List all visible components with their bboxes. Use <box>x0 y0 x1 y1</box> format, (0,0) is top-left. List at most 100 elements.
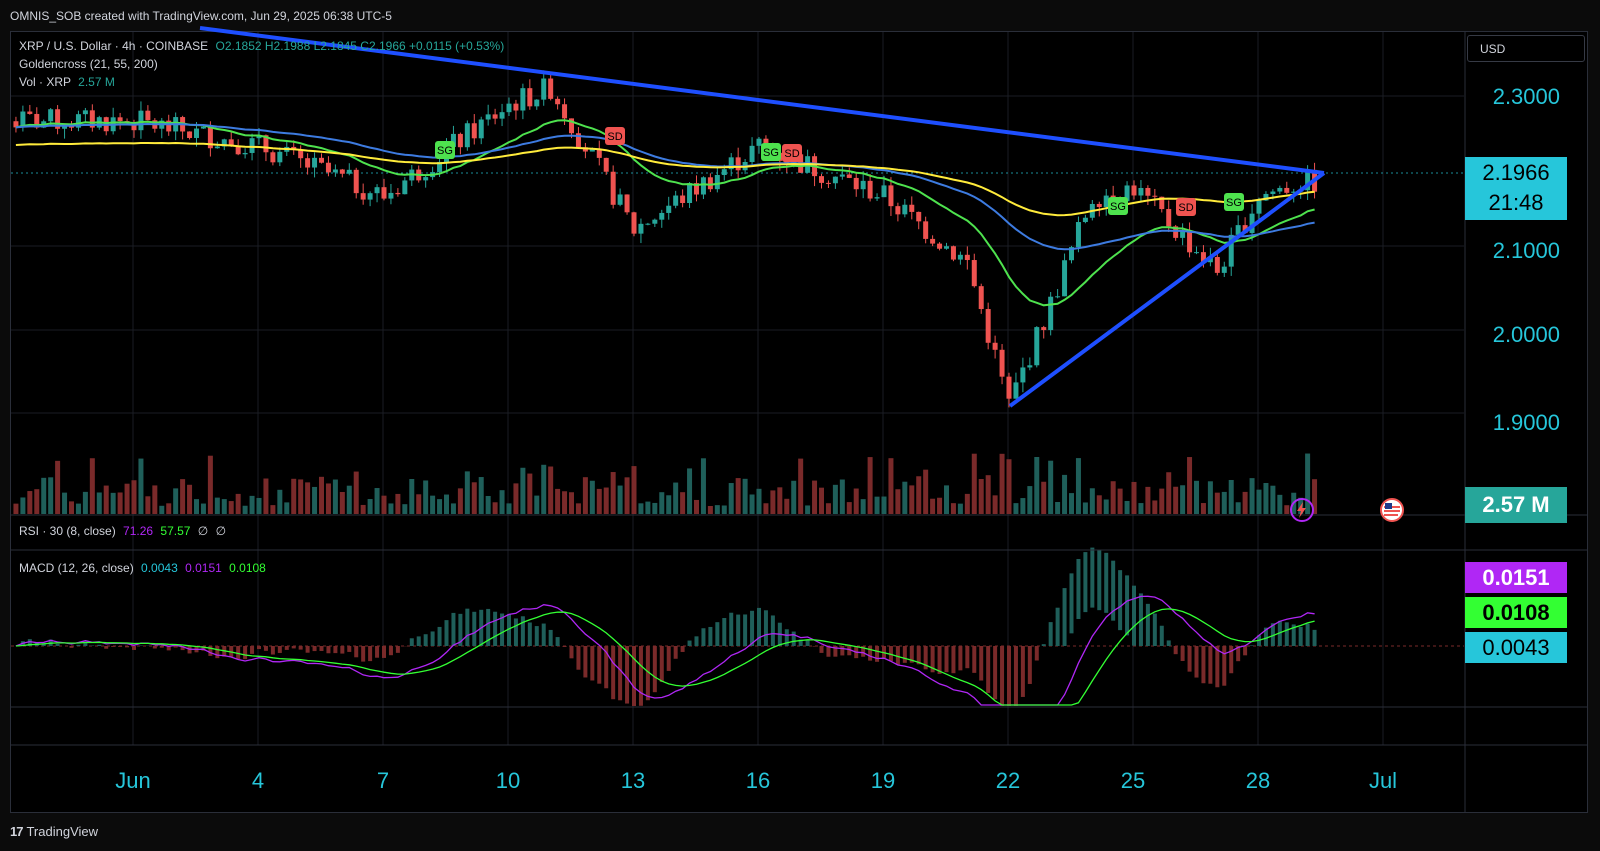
macd-hist-bar <box>1270 623 1275 646</box>
volume-tag: 2.57 M <box>1465 487 1567 523</box>
volume-bar <box>631 466 637 514</box>
candle-body <box>325 162 331 173</box>
candle-body <box>214 146 220 149</box>
macd-hist-bar <box>493 611 498 646</box>
current-price-value: 2.1966 <box>1482 160 1550 185</box>
candle-body <box>1013 382 1019 399</box>
volume-bar <box>1312 479 1318 514</box>
candle-body <box>263 135 269 153</box>
rsi-legend[interactable]: RSI · 30 (8, close) 71.26 57.57 ∅ ∅ <box>19 524 226 538</box>
volume-bar <box>291 478 297 514</box>
candle-body <box>1305 169 1311 191</box>
candle-body <box>242 152 248 155</box>
candle-body <box>437 161 443 173</box>
volume-bar <box>1138 503 1144 514</box>
goldencross-legend[interactable]: Goldencross (21, 55, 200) <box>19 57 158 71</box>
candle-body <box>638 223 644 234</box>
macd-hist-bar <box>159 646 164 648</box>
volume-bar <box>1055 501 1061 514</box>
candle-body <box>277 151 283 163</box>
candle-body <box>1145 187 1151 196</box>
macd-hist-bar <box>458 613 463 646</box>
macd-hist-bar <box>847 646 852 656</box>
volume-bar <box>853 488 859 514</box>
volume-bar <box>131 480 137 514</box>
candle-body <box>34 113 40 128</box>
macd-hist-bar <box>1097 550 1102 611</box>
volume-bar <box>103 485 109 514</box>
macd-hist-bar <box>152 646 157 649</box>
volume-bar <box>1082 502 1088 514</box>
macd-hist-bar <box>486 608 491 646</box>
volume-bar <box>207 455 213 514</box>
macd-hist-bar <box>604 646 609 689</box>
candle-body <box>666 205 672 213</box>
volume-bars <box>13 453 1318 514</box>
lightning-icon[interactable] <box>1288 496 1316 524</box>
macd-hist-bar <box>27 639 32 646</box>
macd-hist-bar <box>270 646 275 655</box>
tradingview-logo[interactable]: 17 TradingView <box>10 824 98 839</box>
macd-hist-bar <box>69 646 74 648</box>
macd-hist-bar <box>326 646 331 654</box>
rsi-value-2: 57.57 <box>160 524 191 538</box>
macd-hist-bar <box>1090 547 1095 608</box>
macd-hist-bar <box>201 646 206 651</box>
currency-selector[interactable]: USD <box>1467 35 1585 62</box>
volume-bar <box>319 476 324 514</box>
macd-hist-bar <box>694 636 699 646</box>
candle-body <box>1214 257 1220 273</box>
us-flag-icon[interactable] <box>1379 497 1405 523</box>
macd-hist-bar <box>284 646 289 650</box>
macd-hist-bar <box>979 646 984 681</box>
macd-hist-bar <box>465 608 470 646</box>
candle-body <box>1277 187 1283 192</box>
rsi-value-1: 71.26 <box>123 524 154 538</box>
volume-bar <box>256 497 262 514</box>
macd-hist-bar <box>583 646 588 678</box>
volume-bar <box>645 501 651 514</box>
volume-bar <box>1131 481 1137 514</box>
macd-hist-bar <box>680 646 685 652</box>
macd-hist-bar <box>861 646 866 657</box>
volume-bar <box>930 498 936 514</box>
volume-bar <box>221 499 227 514</box>
macd-hist-bar <box>1069 573 1074 634</box>
macd-hist-bar <box>1187 646 1192 672</box>
volume-bar <box>117 492 123 514</box>
signal-label: SD <box>784 148 799 160</box>
macd-hist-bar <box>368 646 373 662</box>
volume-bar <box>784 498 790 514</box>
macd-hist-bar <box>1173 646 1178 655</box>
volume-bar <box>964 493 970 514</box>
volume-bar <box>978 479 984 514</box>
macd-hist-bar <box>757 607 761 646</box>
volume-bar <box>895 489 901 514</box>
candle-body <box>1270 191 1276 194</box>
volume-legend[interactable]: Vol · XRP 2.57 M <box>19 75 115 89</box>
macd-hist-bar <box>965 646 970 669</box>
candle-body <box>423 177 429 181</box>
candle-body <box>728 157 734 170</box>
candle-body <box>319 157 324 163</box>
macd-hist-bar <box>645 646 650 701</box>
candle-body <box>367 193 373 200</box>
symbol-legend[interactable]: XRP / U.S. Dollar · 4h · COINBASE O2.185… <box>19 39 504 53</box>
volume-bar <box>82 491 88 514</box>
candle-body <box>506 103 512 113</box>
volume-bar <box>485 495 491 514</box>
volume-bar <box>812 480 818 514</box>
macd-hist-bar <box>180 646 185 651</box>
macd-hist-bar <box>1194 646 1199 678</box>
volume-bar <box>62 492 68 514</box>
macd-hist-bar <box>1041 644 1046 646</box>
volume-bar <box>13 503 19 514</box>
volume-bar <box>75 503 81 514</box>
macd-legend[interactable]: MACD (12, 26, close) 0.0043 0.0151 0.010… <box>19 561 266 575</box>
volume-bar <box>346 485 352 514</box>
macd-hist-bar <box>625 646 630 704</box>
candle-body <box>652 219 658 224</box>
candle-body <box>131 122 137 131</box>
volume-bar <box>69 501 74 514</box>
